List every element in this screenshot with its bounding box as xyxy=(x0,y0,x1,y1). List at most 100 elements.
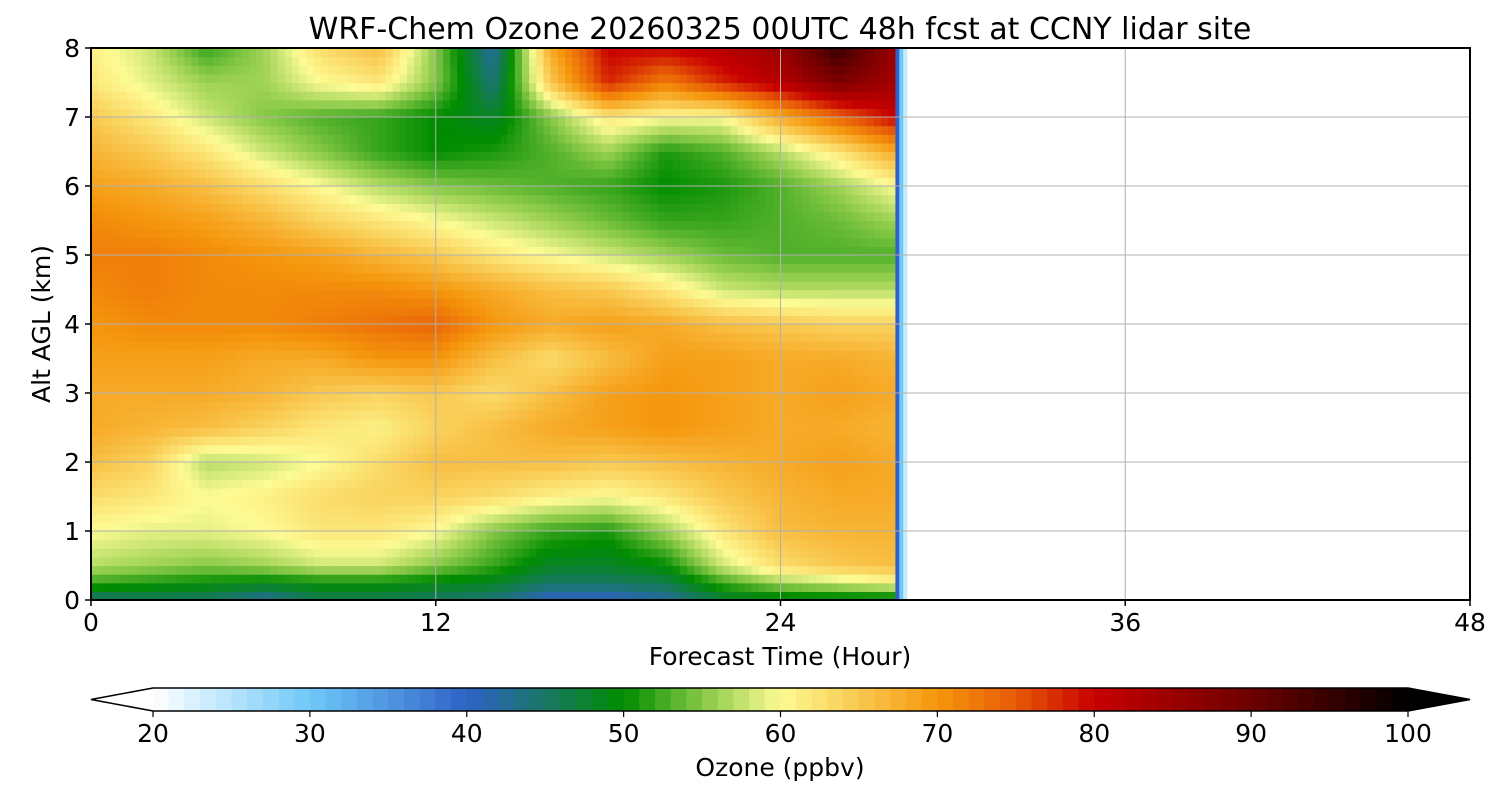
heatmap-cell xyxy=(565,548,573,558)
heatmap-cell xyxy=(766,237,774,247)
heatmap-cell xyxy=(543,367,552,377)
heatmap-cell xyxy=(119,272,128,282)
heatmap-cell xyxy=(486,367,494,377)
heatmap-cell xyxy=(191,591,200,601)
heatmap-cell xyxy=(213,513,221,523)
heatmap-cell xyxy=(593,246,602,256)
heatmap-cell xyxy=(572,255,580,265)
heatmap-cell xyxy=(780,375,789,385)
heatmap-cell xyxy=(134,255,142,265)
heatmap-cell xyxy=(241,315,250,325)
heatmap-cell xyxy=(256,393,264,403)
heatmap-cell xyxy=(816,462,825,472)
heatmap-cell xyxy=(399,418,408,429)
heatmap-cell xyxy=(622,332,631,342)
heatmap-cell xyxy=(579,298,588,308)
heatmap-cell xyxy=(162,401,171,411)
heatmap-cell xyxy=(881,436,889,446)
heatmap-cell xyxy=(500,298,509,308)
heatmap-cell xyxy=(493,574,501,584)
heatmap-cell xyxy=(888,237,897,247)
heatmap-cell xyxy=(119,229,128,239)
heatmap-cell xyxy=(184,462,193,472)
heatmap-cell xyxy=(823,298,832,308)
heatmap-cell xyxy=(112,436,121,446)
heatmap-cell xyxy=(205,211,214,222)
heatmap-cell xyxy=(514,444,523,454)
heatmap-cell xyxy=(313,341,322,351)
heatmap-cell xyxy=(184,289,193,299)
heatmap-cell xyxy=(694,255,703,265)
heatmap-cell xyxy=(579,341,588,351)
heatmap-cell xyxy=(407,479,415,489)
heatmap-cell xyxy=(112,522,121,532)
heatmap-cell xyxy=(205,306,214,316)
heatmap-cell xyxy=(493,496,501,506)
heatmap-cell xyxy=(730,220,738,230)
heatmap-cell xyxy=(708,548,717,558)
heatmap-cell xyxy=(184,332,193,342)
heatmap-cell xyxy=(766,522,774,532)
heatmap-cell xyxy=(98,263,106,273)
heatmap-cell xyxy=(98,418,106,429)
heatmap-cell xyxy=(155,341,164,351)
heatmap-cell xyxy=(428,384,437,394)
heatmap-cell xyxy=(134,298,142,308)
heatmap-cell xyxy=(91,479,99,489)
heatmap-cell xyxy=(148,462,157,472)
heatmap-cell xyxy=(550,436,559,446)
heatmap-cell xyxy=(399,280,408,291)
heatmap-cell xyxy=(407,289,415,299)
heatmap-cell xyxy=(644,280,652,291)
heatmap-cell xyxy=(450,453,458,463)
heatmap-cell xyxy=(198,255,207,265)
heatmap-cell xyxy=(651,513,659,523)
heatmap-cell xyxy=(464,384,473,394)
heatmap-cell xyxy=(342,556,351,567)
heatmap-cell xyxy=(277,306,286,316)
heatmap-cell xyxy=(600,513,609,523)
heatmap-cell xyxy=(91,496,99,506)
heatmap-cell xyxy=(773,315,782,325)
heatmap-cell xyxy=(320,358,329,368)
heatmap-cell xyxy=(500,470,509,480)
heatmap-cell xyxy=(91,444,99,454)
heatmap-cell xyxy=(284,531,293,541)
heatmap-cell xyxy=(500,462,509,472)
heatmap-cell xyxy=(845,479,853,489)
heatmap-cell xyxy=(277,444,286,454)
heatmap-cell xyxy=(636,315,645,325)
heatmap-cell xyxy=(263,496,272,506)
heatmap-cell xyxy=(141,556,150,567)
heatmap-cell xyxy=(191,410,200,420)
heatmap-cell xyxy=(320,531,329,541)
heatmap-cell xyxy=(442,341,451,351)
heatmap-cell xyxy=(543,436,552,446)
heatmap-cell xyxy=(687,315,695,325)
heatmap-cell xyxy=(435,237,444,247)
heatmap-cell xyxy=(809,522,818,532)
heatmap-cell xyxy=(823,548,832,558)
heatmap-cell xyxy=(622,401,631,411)
heatmap-cell xyxy=(608,410,616,420)
heatmap-cell xyxy=(342,298,351,308)
heatmap-cell xyxy=(184,505,193,515)
heatmap-cell xyxy=(701,574,710,584)
heatmap-cell xyxy=(184,324,193,334)
heatmap-cell xyxy=(859,462,868,472)
heatmap-cell xyxy=(112,427,121,437)
heatmap-cell xyxy=(536,436,545,446)
heatmap-cell xyxy=(320,565,329,575)
heatmap-cell xyxy=(651,306,659,316)
heatmap-cell xyxy=(766,349,774,360)
heatmap-cell xyxy=(715,341,724,351)
heatmap-cell xyxy=(758,306,767,316)
heatmap-cell xyxy=(435,505,444,515)
heatmap-cell xyxy=(529,462,537,472)
heatmap-cell xyxy=(837,255,846,265)
heatmap-cell xyxy=(471,237,480,247)
heatmap-cell xyxy=(873,315,882,325)
heatmap-cell xyxy=(881,462,889,472)
heatmap-cell xyxy=(859,358,868,368)
heatmap-cell xyxy=(500,289,509,299)
